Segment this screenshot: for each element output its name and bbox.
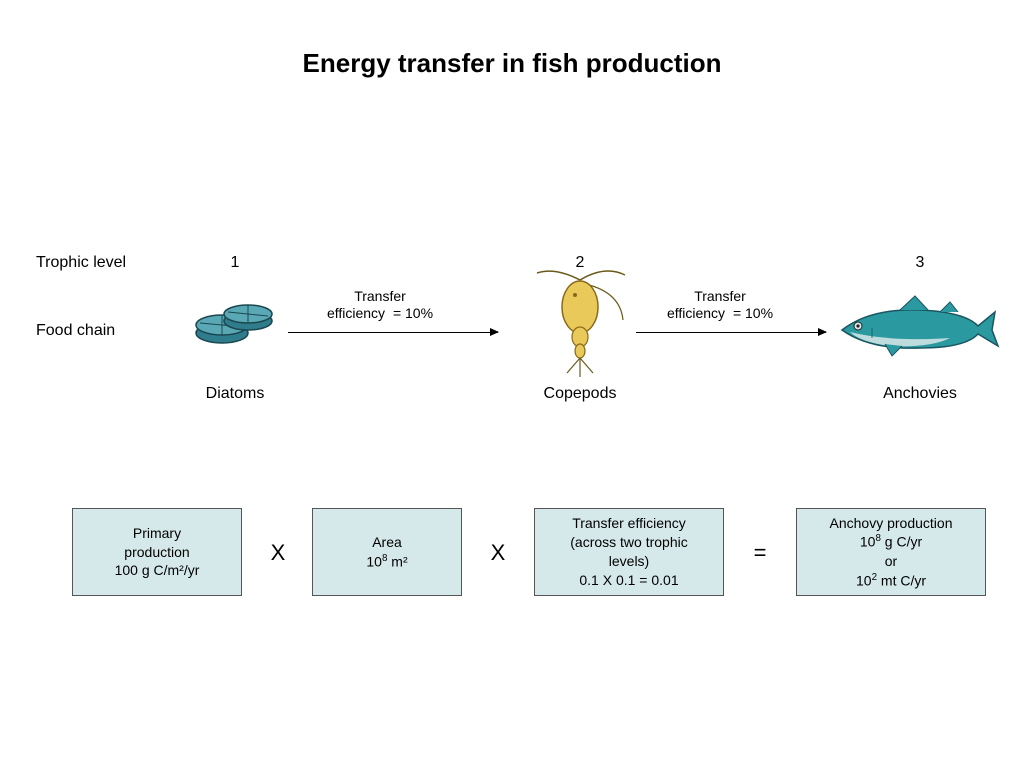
eq-box1-line3: 100 g C/m²/yr <box>77 561 237 580</box>
eq-box-primary-production: Primary production 100 g C/m²/yr <box>72 508 242 596</box>
eq-box4-line1: Anchovy production <box>801 514 981 533</box>
eq-box-anchovy-production: Anchovy production 108 g C/yr or 102 mt … <box>796 508 986 596</box>
transfer-1-sub: efficiency <box>327 305 385 321</box>
arrow-1 <box>288 332 498 333</box>
eq-box2-line1: Area <box>317 533 457 552</box>
transfer-2-word: Transfer <box>694 288 746 304</box>
copepods-icon <box>525 265 635 385</box>
eq-box4-line2: 108 g C/yr <box>801 532 981 552</box>
eq-box3-line1: Transfer efficiency <box>539 514 719 533</box>
food-chain-label: Food chain <box>36 322 115 340</box>
trophic-number-1: 1 <box>215 254 255 272</box>
transfer-1-value: = 10% <box>393 305 433 321</box>
eq-op-1: X <box>258 540 298 566</box>
eq-box3-line2: (across two trophic <box>539 533 719 552</box>
transfer-1-word: Transfer <box>354 288 406 304</box>
trophic-number-3: 3 <box>900 254 940 272</box>
copepods-label: Copepods <box>520 385 640 403</box>
anchovies-icon <box>830 290 1000 370</box>
transfer-2-value: = 10% <box>733 305 773 321</box>
eq-op-2: X <box>478 540 518 566</box>
eq-box3-line4: 0.1 X 0.1 = 0.01 <box>539 571 719 590</box>
transfer-label-1: Transfer efficiency = 10% <box>310 288 450 322</box>
transfer-label-2: Transfer efficiency = 10% <box>650 288 790 322</box>
eq-box3-line3: levels) <box>539 552 719 571</box>
arrow-2 <box>636 332 826 333</box>
eq-box-area: Area 108 m² <box>312 508 462 596</box>
diatoms-label: Diatoms <box>175 385 295 403</box>
anchovies-label: Anchovies <box>860 385 980 403</box>
eq-box1-line2: production <box>77 543 237 562</box>
eq-box4-line4: 102 mt C/yr <box>801 571 981 591</box>
diatoms-icon <box>190 295 280 355</box>
trophic-level-label: Trophic level <box>36 254 126 272</box>
eq-box4-line3: or <box>801 552 981 571</box>
eq-box1-line1: Primary <box>77 524 237 543</box>
diagram-title: Energy transfer in fish production <box>0 48 1024 79</box>
eq-box-transfer-efficiency: Transfer efficiency (across two trophic … <box>534 508 724 596</box>
eq-box2-line2: 108 m² <box>317 552 457 572</box>
transfer-2-sub: efficiency <box>667 305 725 321</box>
eq-op-3: = <box>740 540 780 566</box>
